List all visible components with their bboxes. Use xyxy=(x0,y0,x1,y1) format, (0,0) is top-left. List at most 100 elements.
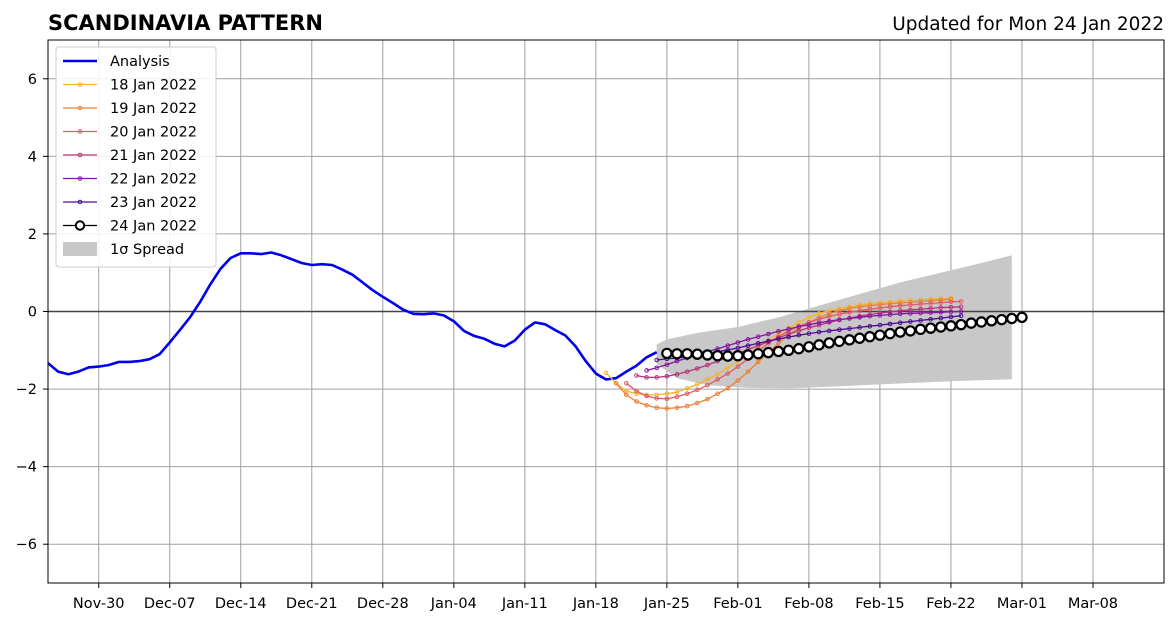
forecast-point xyxy=(894,326,906,338)
forecast-point xyxy=(644,403,649,408)
y-tick-label: 0 xyxy=(28,305,37,321)
forecast-point xyxy=(938,309,944,315)
forecast-point xyxy=(735,345,741,351)
forecast-point xyxy=(634,388,639,394)
forecast-point xyxy=(837,317,842,322)
forecast-point xyxy=(908,311,913,316)
forecast-point xyxy=(975,316,988,328)
forecast-point xyxy=(691,348,704,360)
x-tick-label: Dec-07 xyxy=(144,596,196,612)
forecast-point xyxy=(705,377,710,382)
forecast-point xyxy=(877,305,883,311)
forecast-point xyxy=(623,392,629,398)
forecast-point xyxy=(644,375,649,380)
x-tick-label: Mar-08 xyxy=(1068,596,1118,612)
forecast-point xyxy=(786,334,791,340)
forecast-line xyxy=(625,300,962,400)
forecast-point xyxy=(816,320,822,326)
legend-forecast-marker xyxy=(77,105,83,111)
forecast-point xyxy=(766,331,771,337)
forecast-point xyxy=(948,296,954,302)
x-tick-label: Feb-08 xyxy=(784,596,833,612)
forecast-point xyxy=(603,370,609,376)
forecast-point xyxy=(955,318,967,331)
forecast-point xyxy=(664,396,670,402)
forecast-point xyxy=(735,378,741,383)
forecast-point xyxy=(776,341,781,346)
forecast-point xyxy=(958,299,964,304)
analysis-line xyxy=(47,251,658,381)
forecast-point xyxy=(918,318,923,323)
forecast-point xyxy=(857,308,862,314)
forecast-point xyxy=(644,368,649,373)
forecast-point xyxy=(914,323,927,336)
forecast-point xyxy=(826,311,832,317)
forecast-point xyxy=(928,310,933,315)
forecast-point xyxy=(681,348,693,360)
series-layer xyxy=(47,251,1028,411)
forecast-point xyxy=(674,372,680,377)
forecast-point xyxy=(857,325,862,330)
forecast-point xyxy=(644,393,649,399)
forecast-point xyxy=(715,372,720,377)
forecast-series xyxy=(634,304,964,380)
forecast-point xyxy=(935,321,947,333)
forecast-point xyxy=(938,305,944,310)
y-tick-label: 4 xyxy=(28,149,37,165)
forecast-point xyxy=(823,337,835,349)
forecast-point xyxy=(742,349,754,361)
legend-label: 22 Jan 2022 xyxy=(110,172,197,188)
forecast-point xyxy=(664,406,670,411)
forecast-point xyxy=(654,365,660,371)
legend-spread-swatch xyxy=(63,242,97,256)
legend-label: 21 Jan 2022 xyxy=(110,148,197,164)
forecast-point xyxy=(705,362,710,368)
forecast-point xyxy=(752,348,764,360)
forecast-point xyxy=(695,366,700,371)
legend-label: 19 Jan 2022 xyxy=(110,101,197,117)
forecast-point xyxy=(705,382,710,388)
forecast-point xyxy=(938,297,944,303)
forecast-point xyxy=(695,400,700,406)
x-tick-label: Jan-11 xyxy=(501,596,548,612)
forecast-point xyxy=(884,327,896,340)
forecast-point xyxy=(715,391,720,397)
x-tick-label: Feb-01 xyxy=(713,596,762,612)
forecast-point xyxy=(995,313,1008,326)
forecast-point xyxy=(928,298,933,303)
axis-ticks: Nov-30 Dec-07 Dec-14 Dec-21 Dec-28 Jan-04 Jan-… xyxy=(16,72,1118,612)
legend-label: 18 Jan 2022 xyxy=(110,78,197,94)
forecast-point xyxy=(1016,311,1028,324)
forecast-point xyxy=(671,348,683,360)
forecast-point xyxy=(948,309,954,315)
forecast-point xyxy=(853,332,866,344)
forecast-point xyxy=(654,375,660,380)
forecast-point xyxy=(782,344,795,356)
forecast-point xyxy=(897,320,903,326)
forecast-point xyxy=(908,319,913,324)
forecast-point xyxy=(664,362,670,367)
forecast-point xyxy=(725,385,731,391)
forecast-point xyxy=(725,371,731,376)
forecast-point xyxy=(887,309,893,315)
forecast-point xyxy=(948,304,954,310)
forecast-series xyxy=(661,311,1028,362)
forecast-point xyxy=(654,405,660,410)
forecast-point xyxy=(837,311,842,317)
forecast-point xyxy=(745,369,751,374)
forecast-point xyxy=(684,403,690,409)
forecast-point xyxy=(816,329,822,335)
forecast-point xyxy=(684,391,690,397)
forecast-point xyxy=(634,391,639,397)
forecast-point xyxy=(887,321,893,327)
forecast-point xyxy=(776,328,781,334)
forecast-point xyxy=(908,299,913,305)
forecast-point xyxy=(684,369,690,374)
forecast-point xyxy=(654,357,660,363)
forecast-point xyxy=(755,341,761,346)
forecast-point xyxy=(766,338,771,344)
legend-forecast-marker xyxy=(77,199,83,205)
forecast-point xyxy=(867,306,873,312)
forecast-point xyxy=(745,343,751,348)
forecast-point xyxy=(725,365,731,371)
